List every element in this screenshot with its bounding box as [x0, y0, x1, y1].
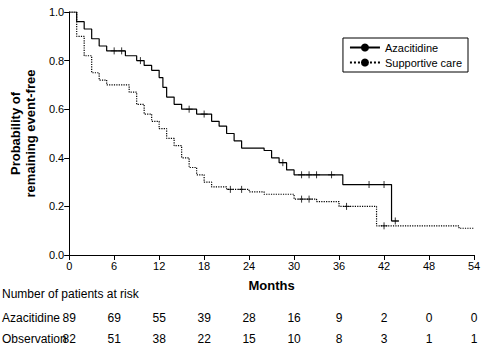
svg-text:54: 54: [468, 260, 480, 272]
svg-text:38: 38: [152, 332, 166, 346]
svg-text:8: 8: [336, 332, 343, 346]
svg-text:28: 28: [242, 311, 256, 325]
svg-text:2: 2: [381, 311, 388, 325]
svg-text:89: 89: [63, 311, 77, 325]
svg-text:Number of patients at risk: Number of patients at risk: [2, 287, 140, 301]
svg-text:remaining event-free: remaining event-free: [23, 70, 38, 198]
svg-text:16: 16: [287, 311, 301, 325]
svg-text:30: 30: [288, 260, 300, 272]
svg-text:69: 69: [107, 311, 121, 325]
svg-text:Observation: Observation: [2, 332, 67, 346]
svg-text:Supportive care: Supportive care: [385, 57, 462, 69]
svg-text:3: 3: [381, 332, 388, 346]
svg-text:6: 6: [111, 260, 117, 272]
svg-text:0.4: 0.4: [49, 152, 64, 164]
svg-text:0.8: 0.8: [49, 55, 64, 67]
svg-text:0.6: 0.6: [49, 103, 64, 115]
svg-text:12: 12: [153, 260, 165, 272]
svg-text:24: 24: [243, 260, 255, 272]
svg-text:48: 48: [423, 260, 435, 272]
svg-text:0: 0: [426, 311, 433, 325]
svg-text:18: 18: [198, 260, 210, 272]
svg-text:Azacitidine: Azacitidine: [385, 42, 438, 54]
svg-text:0: 0: [471, 311, 478, 325]
svg-text:22: 22: [197, 332, 211, 346]
svg-text:Probability of: Probability of: [8, 91, 23, 175]
svg-text:51: 51: [107, 332, 121, 346]
svg-text:55: 55: [152, 311, 166, 325]
svg-text:42: 42: [378, 260, 390, 272]
svg-text:1: 1: [471, 332, 478, 346]
svg-text:0.2: 0.2: [49, 200, 64, 212]
svg-text:1.0: 1.0: [49, 6, 64, 18]
svg-text:10: 10: [287, 332, 301, 346]
svg-text:36: 36: [333, 260, 345, 272]
svg-text:82: 82: [63, 332, 77, 346]
svg-text:Azacitidine: Azacitidine: [2, 311, 60, 325]
svg-text:39: 39: [197, 311, 211, 325]
svg-text:Months: Months: [248, 278, 294, 293]
svg-text:9: 9: [336, 311, 343, 325]
svg-text:15: 15: [242, 332, 256, 346]
svg-text:0.0: 0.0: [49, 249, 64, 261]
svg-text:1: 1: [426, 332, 433, 346]
svg-text:0: 0: [66, 260, 72, 272]
